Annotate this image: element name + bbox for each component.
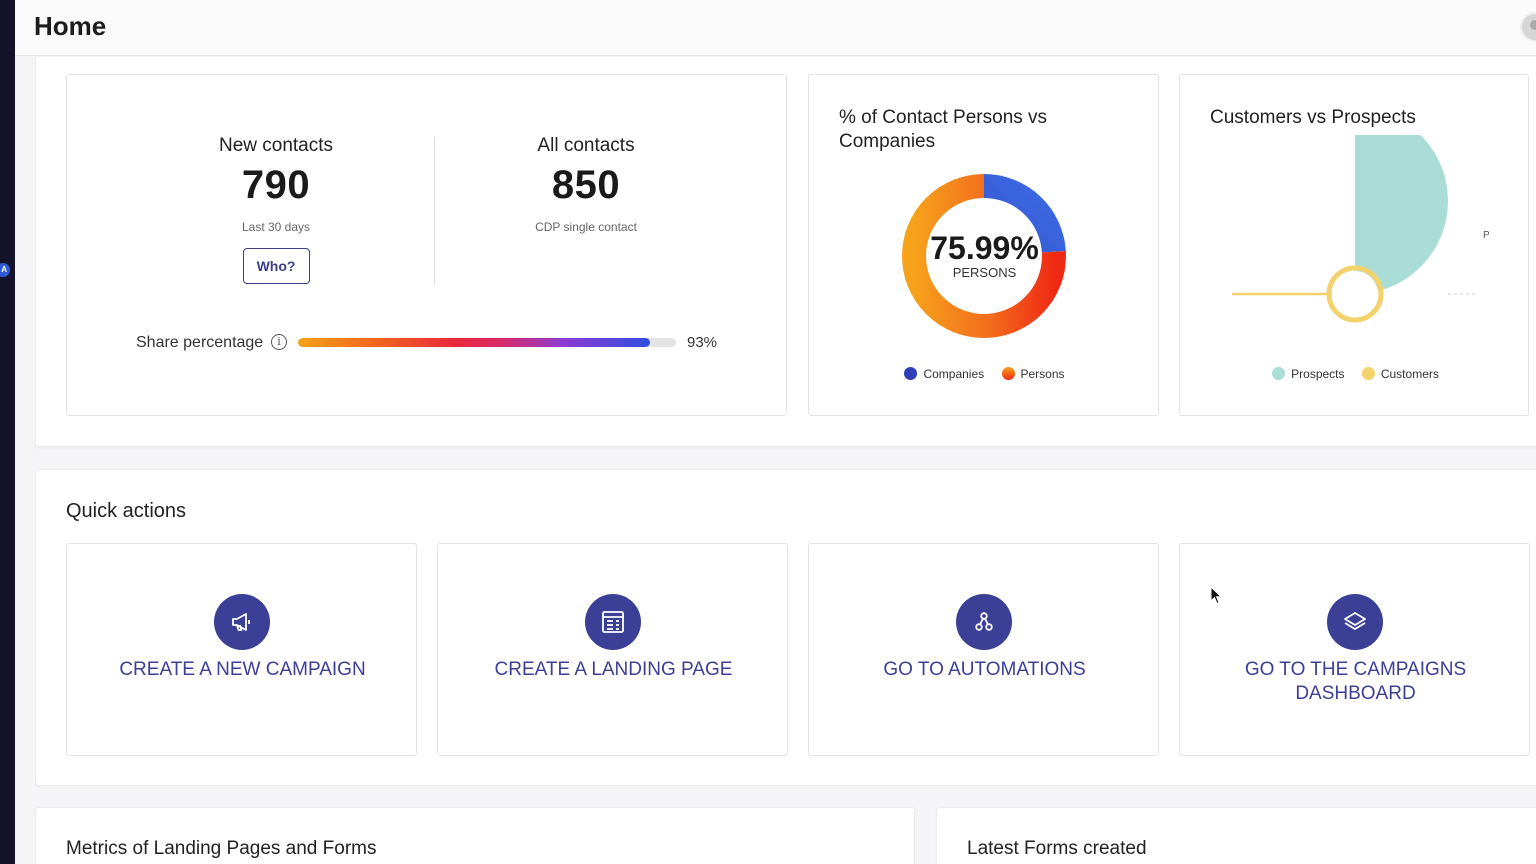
persons-chart-title: % of Contact Persons vs Companies xyxy=(839,107,1048,152)
stat-divider xyxy=(434,137,435,285)
share-percentage-value: 93% xyxy=(687,334,718,351)
who-button[interactable]: Who? xyxy=(242,248,310,284)
share-progress-fill xyxy=(298,338,650,347)
legend-item-prospects[interactable]: Prospects xyxy=(1272,367,1345,381)
customers-slice xyxy=(1326,265,1384,323)
cvp-chart-title: Customers vs Prospects xyxy=(1210,107,1416,128)
cvp-axis-letter: P xyxy=(1483,230,1490,241)
create-landing-page-action[interactable]: CREATE A LANDING PAGE xyxy=(437,543,788,756)
persons-dot-icon xyxy=(1001,367,1015,380)
legend-label-customers: Customers xyxy=(1380,367,1439,381)
share-percentage-row: Share percentage i 93% xyxy=(136,333,756,355)
all-contacts-source: CDP single contact xyxy=(535,220,637,234)
legend-item-companies[interactable]: Companies xyxy=(904,367,984,381)
persons-chart-legend: Companies Persons xyxy=(809,367,1160,381)
persons-vs-companies-card: % of Contact Persons vs Companies 75.99%… xyxy=(808,74,1159,416)
go-to-campaigns-dashboard-label: GO TO THE CAMPAIGNS DASHBOARD xyxy=(1244,659,1467,704)
layers-icon xyxy=(1327,594,1383,650)
latest-forms-title: Latest Forms created xyxy=(967,838,1147,859)
mouse-cursor-icon xyxy=(1210,586,1223,605)
cvp-chart-legend: Prospects Customers xyxy=(1180,367,1531,381)
donut-slice-persons xyxy=(902,174,1066,338)
share-progress-bar xyxy=(298,338,676,347)
prospects-dot-icon xyxy=(1272,367,1286,380)
legend-label-prospects: Prospects xyxy=(1291,367,1345,381)
create-campaign-label: CREATE A NEW CAMPAIGN xyxy=(119,659,366,680)
new-contacts-label: New contacts xyxy=(218,135,334,156)
new-contacts-stat: New contacts 790 Last 30 days Who? xyxy=(151,135,401,284)
create-campaign-action[interactable]: CREATE A NEW CAMPAIGN xyxy=(66,543,417,756)
customers-vs-prospects-card: Customers vs Prospects P Prospects Custo… xyxy=(1179,74,1529,416)
new-contacts-period: Last 30 days xyxy=(241,220,311,234)
companies-dot-icon xyxy=(904,367,918,380)
metrics-title: Metrics of Landing Pages and Forms xyxy=(66,838,377,859)
quick-actions-section: Quick actions CREATE A NEW CAMPAIGN xyxy=(35,469,1536,786)
latest-forms-section: Latest Forms created xyxy=(936,807,1536,864)
page-title: Home xyxy=(34,11,107,41)
customers-prospects-chart[interactable] xyxy=(1180,135,1530,365)
go-to-automations-action[interactable]: GO TO AUTOMATIONS xyxy=(808,543,1159,756)
sidebar: A xyxy=(0,0,15,864)
all-contacts-value: 850 xyxy=(551,163,621,207)
go-to-automations-label: GO TO AUTOMATIONS xyxy=(883,659,1086,680)
avatar[interactable] xyxy=(1520,12,1536,42)
prospects-slice xyxy=(1355,135,1448,294)
all-contacts-label: All contacts xyxy=(537,135,635,156)
sidebar-badge[interactable]: A xyxy=(0,263,10,277)
new-contacts-value: 790 xyxy=(241,163,311,207)
all-contacts-stat: All contacts 850 CDP single contact xyxy=(461,135,711,234)
quick-actions-title: Quick actions xyxy=(66,500,187,522)
persons-donut-chart[interactable] xyxy=(901,173,1067,339)
share-percentage-label: Share percentage xyxy=(136,334,264,351)
stats-section: New contacts 790 Last 30 days Who? All c… xyxy=(35,57,1536,447)
create-landing-page-label: CREATE A LANDING PAGE xyxy=(494,659,733,680)
go-to-campaigns-dashboard-action[interactable]: GO TO THE CAMPAIGNS DASHBOARD xyxy=(1179,543,1530,756)
legend-label-companies: Companies xyxy=(923,367,985,381)
legend-item-persons[interactable]: Persons xyxy=(1001,367,1065,381)
page-layout-icon xyxy=(585,594,641,650)
contacts-card: New contacts 790 Last 30 days Who? All c… xyxy=(66,74,787,416)
donut-center-value: 75.99% xyxy=(930,230,1039,266)
donut-center-label: PERSONS xyxy=(952,265,1017,280)
top-bar: Home xyxy=(15,0,1536,56)
customers-slice-hole xyxy=(1332,271,1378,317)
workflow-icon xyxy=(956,594,1012,650)
megaphone-icon xyxy=(214,594,270,650)
customers-dot-icon xyxy=(1361,367,1375,380)
legend-label-persons: Persons xyxy=(1020,367,1065,381)
legend-item-customers[interactable]: Customers xyxy=(1361,367,1439,381)
metrics-section: Metrics of Landing Pages and Forms xyxy=(35,807,915,864)
info-icon[interactable]: i xyxy=(271,334,287,350)
